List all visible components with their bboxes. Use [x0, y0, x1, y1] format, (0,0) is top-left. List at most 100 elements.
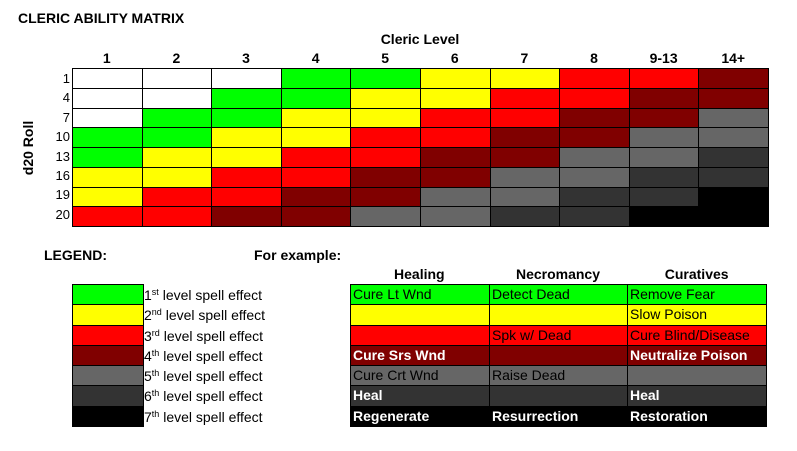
matrix-cell	[630, 148, 699, 168]
matrix-cell	[560, 168, 630, 188]
legend-ordinal-suffix: st	[151, 287, 159, 297]
row-header: 13	[55, 148, 70, 164]
matrix-cell	[143, 128, 212, 148]
matrix-cell	[212, 168, 282, 188]
column-header: 3	[242, 50, 250, 66]
matrix-cell	[630, 188, 699, 207]
matrix-cell	[630, 89, 699, 109]
matrix-cell	[421, 148, 491, 168]
legend-label: 3rd level spell effect	[144, 326, 263, 346]
legend-title: LEGEND:	[44, 247, 107, 263]
legend-swatch	[73, 346, 144, 366]
legend-ordinal-suffix: th	[151, 348, 160, 358]
matrix-cell	[491, 148, 560, 168]
legend-swatch	[73, 305, 144, 326]
matrix-cell	[630, 168, 699, 188]
matrix-cell	[212, 148, 282, 168]
example-cell: Cure Lt Wnd	[351, 285, 490, 305]
matrix-cell	[699, 148, 769, 168]
matrix-cell	[212, 69, 282, 89]
legend-ordinal-suffix: th	[151, 388, 160, 398]
example-cell: Slow Poison	[628, 305, 767, 326]
matrix-cell	[73, 89, 143, 109]
matrix-cell	[491, 188, 560, 207]
legend-ordinal-suffix: nd	[151, 307, 162, 317]
matrix-cell	[421, 128, 491, 148]
matrix-cell	[699, 69, 769, 89]
example-cell: Heal	[628, 386, 767, 407]
example-cell: Cure Blind/Disease	[628, 326, 767, 346]
matrix-cell	[699, 168, 769, 188]
matrix-cell	[491, 109, 560, 128]
column-header: 14+	[721, 50, 746, 66]
matrix-cell	[560, 69, 630, 89]
matrix-cell	[143, 168, 212, 188]
example-cell: Neutralize Poison	[628, 346, 767, 366]
matrix-cell	[143, 188, 212, 207]
matrix-cell	[73, 109, 143, 128]
example-cell	[351, 305, 490, 326]
legend-level-number: 7	[144, 409, 152, 425]
legend-text: level spell effect	[159, 328, 264, 344]
page-title: CLERIC ABILITY MATRIX	[18, 10, 185, 26]
row-header: 20	[55, 206, 70, 222]
matrix-cell	[73, 207, 143, 227]
column-header: 1	[102, 50, 111, 66]
legend-text: level spell effect	[161, 307, 266, 323]
legend-level-number: 2	[144, 307, 152, 323]
matrix-cell	[212, 109, 282, 128]
legend-level-number: 4	[144, 348, 152, 364]
legend-label: 5th level spell effect	[144, 366, 263, 386]
matrix-cell	[491, 207, 560, 227]
matrix-cell	[421, 109, 491, 128]
legend-swatch	[73, 407, 144, 427]
legend-swatch	[73, 285, 144, 305]
row-header: 16	[55, 168, 70, 183]
matrix-cell	[699, 128, 769, 148]
matrix-cell	[560, 109, 630, 128]
matrix-cell	[421, 89, 491, 109]
matrix-cell	[351, 89, 421, 109]
legend-label: 4th level spell effect	[144, 346, 263, 366]
legend-label: 6th level spell effect	[144, 386, 263, 406]
legend-level-number: 1	[144, 287, 152, 303]
legend-ordinal-suffix: th	[151, 409, 160, 419]
column-header: 7	[520, 50, 529, 66]
matrix-cell	[282, 69, 351, 89]
matrix-cell	[699, 188, 769, 207]
matrix-cell	[282, 168, 351, 188]
matrix-cell	[73, 128, 143, 148]
matrix-cell	[351, 148, 421, 168]
matrix-cell	[351, 69, 421, 89]
matrix-cell	[421, 207, 491, 227]
legend-ordinal-suffix: rd	[151, 328, 160, 338]
column-header: 9-13	[649, 50, 678, 66]
matrix-cell	[282, 188, 351, 207]
column-header: 5	[381, 50, 390, 66]
legend-label: 2nd level spell effect	[144, 305, 265, 325]
matrix-cell	[421, 168, 491, 188]
example-cell	[490, 386, 628, 407]
example-cell: Cure Crt Wnd	[351, 366, 490, 386]
example-cell: Restoration	[628, 407, 767, 427]
matrix-cell	[699, 89, 769, 109]
matrix-cell	[212, 207, 282, 227]
matrix-cell	[491, 128, 560, 148]
matrix-cell	[282, 128, 351, 148]
example-cell	[351, 326, 490, 346]
matrix-cell	[491, 168, 560, 188]
example-header: Necromancy	[515, 266, 600, 282]
example-cell: Spk w/ Dead	[490, 326, 628, 346]
example-header: Curatives	[664, 266, 729, 282]
example-cell: Raise Dead	[490, 366, 628, 386]
column-header: 4	[311, 50, 320, 66]
example-header: Healing	[394, 266, 445, 282]
matrix-cell	[630, 69, 699, 89]
legend-text: level spell effect	[158, 287, 263, 303]
matrix-cell	[560, 207, 630, 227]
example-table: Cure Lt Wnd Detect Dead Remove Fear Slow Po…	[350, 284, 767, 427]
legend-text: level spell effect	[159, 368, 263, 384]
row-header: 1	[62, 71, 70, 86]
example-cell: Heal	[351, 386, 490, 407]
matrix-cell	[699, 207, 769, 227]
